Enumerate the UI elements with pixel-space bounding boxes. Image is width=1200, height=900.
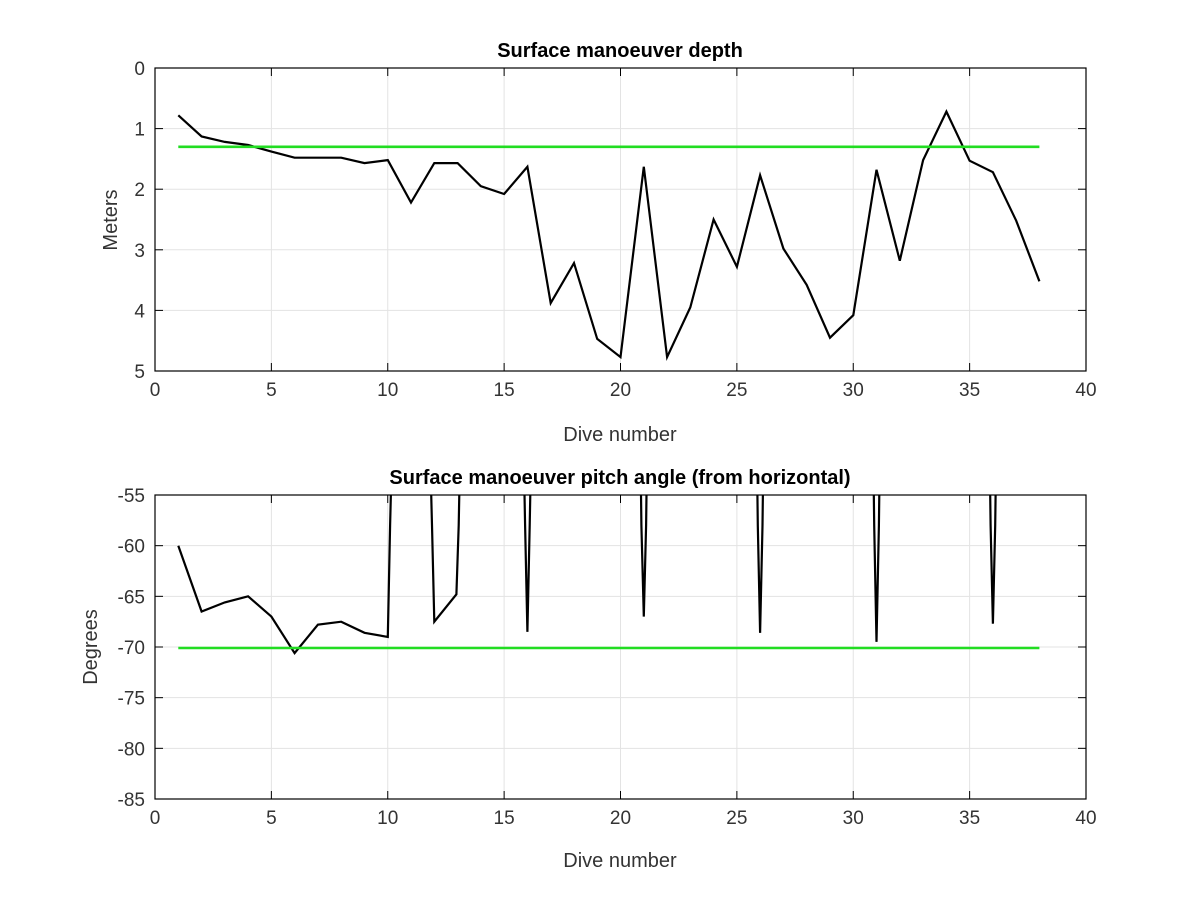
depth-y-axis-label: Meters — [100, 189, 122, 250]
pitch-x-axis-label: Dive number — [563, 850, 677, 872]
pitch-x-tick-label: 15 — [494, 808, 515, 829]
pitch-y-tick-label: -75 — [118, 689, 145, 710]
depth-x-tick-label: 10 — [377, 380, 398, 401]
depth-y-tick-label: 3 — [134, 241, 145, 262]
pitch-x-tick-label: 40 — [1075, 808, 1096, 829]
pitch-x-tick-label: 0 — [150, 808, 161, 829]
depth-x-tick-label: 25 — [726, 380, 747, 401]
depth-x-tick-label: 0 — [150, 380, 161, 401]
pitch-x-tick-label: 25 — [726, 808, 747, 829]
depth-x-tick-label: 40 — [1075, 380, 1096, 401]
depth-y-tick-label: 0 — [134, 59, 145, 80]
depth-series — [177, 109, 1041, 362]
depth-y-tick-label: 4 — [134, 301, 145, 322]
pitch-ticks: 0 5 10 15 20 25 30 35 40 -55 -60 -65 -70 -75 -80 -85 — [118, 486, 1097, 829]
pitch-x-tick-label: 20 — [610, 808, 631, 829]
pitch-y-axis-label: Degrees — [80, 609, 102, 685]
depth-x-axis-label: Dive number — [563, 424, 677, 446]
depth-chart-title: Surface manoeuver depth — [497, 40, 743, 62]
pitch-y-tick-label: -80 — [118, 739, 145, 760]
depth-y-tick-label: 1 — [134, 120, 145, 141]
depth-x-tick-label: 5 — [266, 380, 277, 401]
pitch-y-tick-label: -60 — [118, 537, 145, 558]
depth-x-tick-label: 35 — [959, 380, 980, 401]
depth-data-line — [177, 109, 1041, 362]
depth-x-tick-label: 30 — [843, 380, 864, 401]
pitch-series — [177, 495, 1040, 655]
pitch-x-tick-label: 30 — [843, 808, 864, 829]
pitch-x-tick-label: 5 — [266, 808, 277, 829]
depth-x-tick-label: 15 — [494, 380, 515, 401]
depth-y-tick-label: 5 — [134, 362, 145, 383]
pitch-data-line — [177, 495, 997, 655]
pitch-x-tick-label: 10 — [377, 808, 398, 829]
depth-x-tick-label: 20 — [610, 380, 631, 401]
pitch-y-tick-label: -85 — [118, 790, 145, 811]
pitch-y-tick-label: -55 — [118, 486, 145, 507]
pitch-x-tick-label: 35 — [959, 808, 980, 829]
pitch-y-tick-label: -65 — [118, 587, 145, 608]
pitch-y-tick-label: -70 — [118, 638, 145, 659]
depth-y-tick-label: 2 — [134, 180, 145, 201]
chart-pitch: 0 5 10 15 20 25 30 35 40 -55 -60 -65 -70 -75 -80 -85 Su… — [80, 467, 1097, 872]
pitch-chart-title: Surface manoeuver pitch angle (from hori… — [389, 467, 850, 489]
